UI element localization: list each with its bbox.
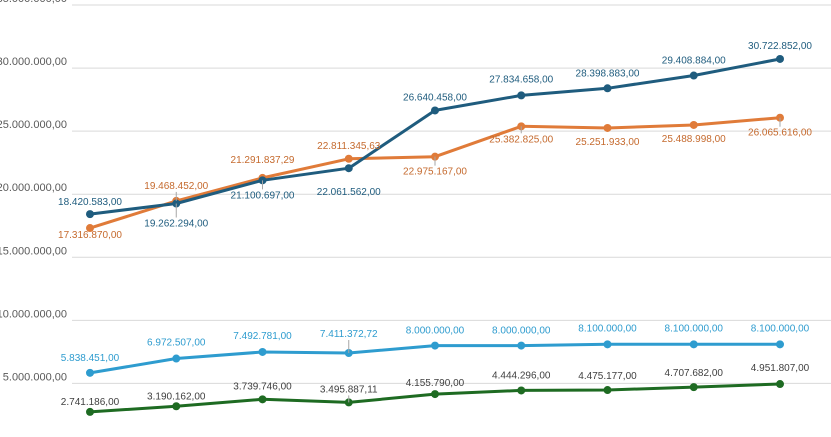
data-label: 21.291.837,29 — [231, 155, 295, 166]
y-tick-label: 25.000.000,00 — [0, 119, 67, 131]
data-point — [344, 154, 353, 163]
data-label: 19.262.294,00 — [144, 219, 208, 230]
data-point — [517, 91, 526, 100]
data-label: 7.411.372,72 — [320, 329, 378, 340]
data-label: 2.741.186,00 — [61, 397, 120, 408]
y-tick-label: 35.000.000,00 — [0, 0, 67, 5]
data-label: 5.838.451,00 — [61, 353, 120, 364]
data-point — [603, 386, 612, 395]
data-point — [689, 120, 698, 129]
data-point — [172, 354, 181, 363]
series-lines — [86, 54, 784, 416]
data-point — [689, 71, 698, 80]
data-label: 8.000.000,00 — [406, 326, 465, 337]
data-label: 22.811.345,63 — [317, 141, 381, 152]
y-axis-tick-labels: 5.000.000,00 10.000.000,00 15.000.000,00 20… — [0, 0, 67, 383]
data-point — [603, 84, 612, 93]
data-label: 22.061.562,00 — [317, 187, 381, 198]
data-point — [86, 407, 94, 416]
data-label: 3.739.746,00 — [233, 381, 292, 392]
data-label: 19.468.452,00 — [144, 181, 208, 192]
data-label: 6.972.507,00 — [147, 338, 206, 349]
data-label: 26.065.616,00 — [748, 128, 812, 139]
data-label: 30.722.852,00 — [748, 41, 812, 52]
data-point — [258, 347, 267, 356]
data-label: 21.100.697,00 — [231, 190, 295, 201]
data-point — [689, 340, 698, 349]
data-point — [603, 123, 612, 132]
data-point — [517, 341, 526, 350]
data-point — [86, 224, 94, 233]
data-point — [86, 210, 94, 219]
data-label: 26.640.458,00 — [403, 92, 467, 103]
data-label: 4.707.682,00 — [665, 368, 724, 379]
y-tick-label: 20.000.000,00 — [0, 182, 67, 194]
data-labels: 18.420.583,00 19.262.294,00 21.100.697,00 2… — [58, 41, 812, 408]
data-point — [431, 390, 439, 399]
data-label: 3.495.887,11 — [320, 384, 378, 395]
data-label: 18.420.583,00 — [58, 197, 122, 208]
data-label: 8.000.000,00 — [492, 326, 551, 337]
data-label: 4.475.177,00 — [578, 371, 637, 382]
y-tick-label: 15.000.000,00 — [0, 245, 67, 257]
data-point — [603, 340, 612, 349]
data-label: 27.834.658,00 — [489, 74, 553, 85]
data-label: 22.975.167,00 — [403, 167, 467, 178]
y-tick-label: 30.000.000,00 — [0, 56, 67, 68]
data-point — [776, 54, 784, 63]
data-label: 8.100.000,00 — [665, 323, 724, 334]
data-point — [86, 368, 94, 377]
data-point — [431, 341, 439, 350]
data-label: 25.382.825,00 — [489, 134, 553, 145]
data-point — [344, 164, 353, 173]
y-tick-label: 10.000.000,00 — [0, 308, 67, 320]
y-tick-label: 5.000.000,00 — [3, 371, 67, 383]
data-point — [258, 395, 267, 404]
data-point — [431, 106, 439, 115]
data-point — [517, 386, 526, 395]
data-label: 7.492.781,00 — [233, 331, 292, 342]
data-label: 4.951.807,00 — [751, 363, 810, 374]
data-label: 29.408.884,00 — [662, 56, 726, 67]
data-label: 8.100.000,00 — [751, 323, 810, 334]
data-label: 3.190.162,00 — [147, 391, 206, 402]
data-label: 4.155.790,00 — [406, 378, 465, 389]
data-point — [172, 402, 181, 411]
data-label: 4.444.296,00 — [492, 370, 551, 381]
data-point — [689, 383, 698, 392]
data-label: 25.488.998,00 — [662, 134, 726, 145]
label-leader-lines — [175, 117, 781, 403]
data-point — [776, 380, 784, 389]
data-label: 8.100.000,00 — [578, 323, 637, 334]
data-label: 17.316.870,00 — [58, 230, 122, 241]
data-label: 25.251.933,00 — [576, 137, 640, 148]
data-label: 28.398.883,00 — [576, 68, 640, 79]
data-point — [776, 340, 784, 349]
